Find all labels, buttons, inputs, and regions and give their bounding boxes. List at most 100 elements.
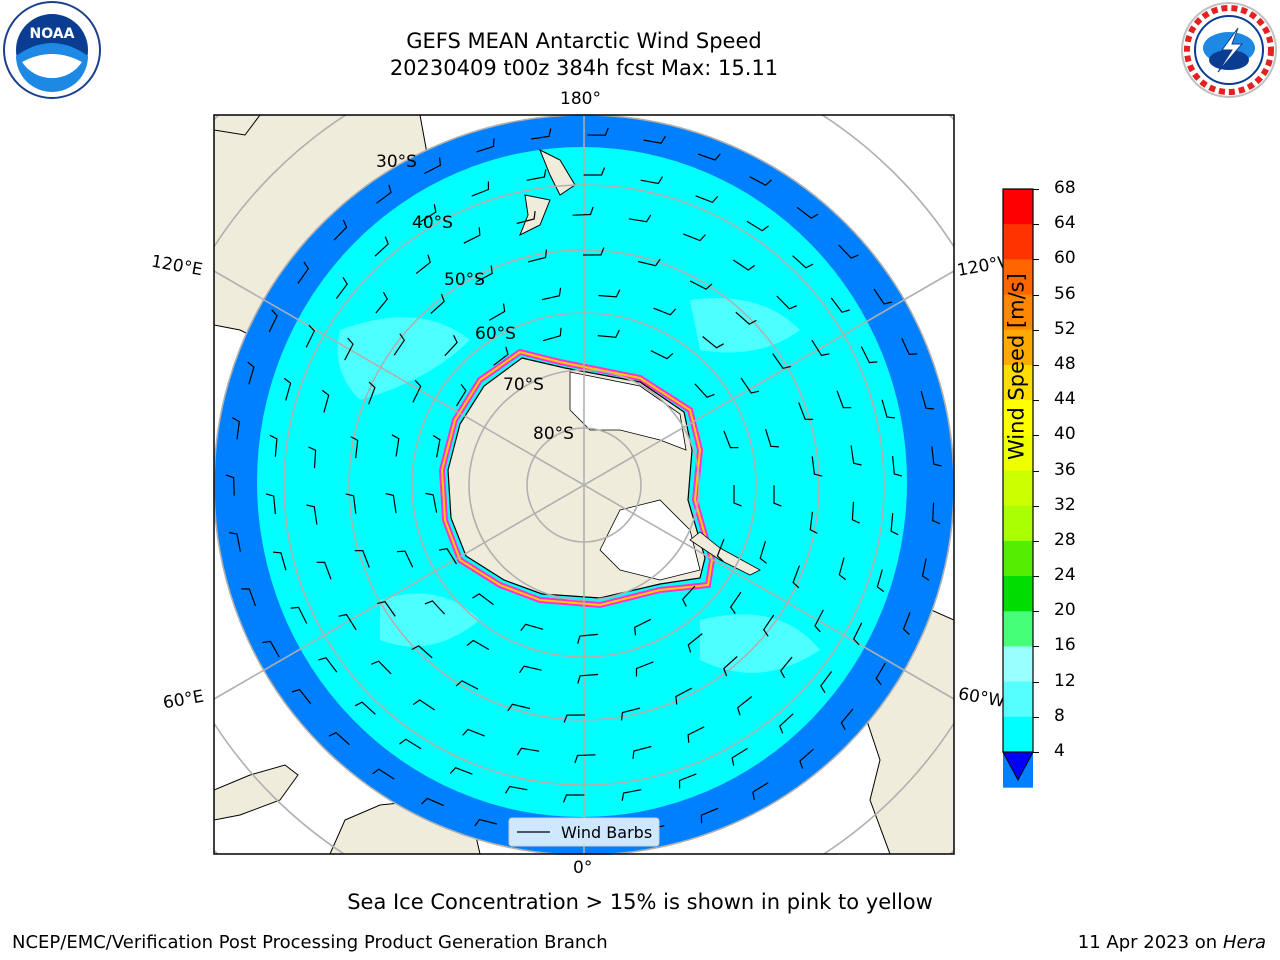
noaa-logo: NOAA xyxy=(3,1,101,99)
wind-barb xyxy=(455,680,479,690)
wind-barb xyxy=(792,565,800,589)
wind-barb xyxy=(290,606,308,624)
wind-barb xyxy=(881,399,896,419)
wind-barb xyxy=(689,280,713,290)
wind-barb xyxy=(776,295,798,310)
colorbar-tick-mark xyxy=(1033,681,1039,683)
wind-barb xyxy=(628,214,652,223)
colorbar-band xyxy=(1003,224,1033,260)
colorbar-tick-label: 32 xyxy=(1054,494,1076,515)
weddell-ice-shelf xyxy=(599,499,701,581)
colorbar-tick-label: 52 xyxy=(1054,318,1076,339)
colorbar-band xyxy=(1003,646,1033,683)
colorbar-tick-mark xyxy=(1033,400,1039,402)
colorbar-band xyxy=(1003,435,1033,471)
colorbar-tick-mark xyxy=(1033,470,1039,472)
wind-barb xyxy=(526,169,547,181)
colorbar-band xyxy=(1003,505,1033,542)
wind-barb xyxy=(901,337,918,356)
wind-barb xyxy=(449,766,473,775)
wind-barb xyxy=(873,288,893,305)
wind-barb xyxy=(838,557,847,581)
wind-barb xyxy=(466,639,490,651)
wind-barb xyxy=(820,671,833,694)
colorbar-tick-label: 24 xyxy=(1054,565,1076,586)
chart-title-line2: 20230409 t00z 384h fcst Max: 15.11 xyxy=(389,56,779,80)
lat-label-80s: 80°S xyxy=(533,424,574,444)
colorbar-band xyxy=(1003,400,1033,436)
wind-barb xyxy=(476,138,495,153)
wind-barb xyxy=(762,614,775,637)
wind-barb xyxy=(516,747,540,756)
wind-barb xyxy=(695,195,719,204)
noaa-logo-text: NOAA xyxy=(30,26,75,42)
wind-barb xyxy=(350,436,359,459)
colorbar-tick-label: 48 xyxy=(1054,353,1076,374)
wind-barb xyxy=(700,807,719,824)
colorbar-tick-label: 36 xyxy=(1054,459,1076,480)
wind-barb xyxy=(681,585,696,607)
wind-barb xyxy=(723,430,739,449)
colorbar-tick-label: 44 xyxy=(1054,389,1076,410)
wind-barb xyxy=(582,247,605,256)
colorbar-band xyxy=(1003,681,1033,718)
colorbar-tick-mark xyxy=(1033,540,1039,542)
wind-barb xyxy=(687,726,705,743)
wind-barb xyxy=(635,661,654,677)
wind-barb xyxy=(562,794,585,803)
colorbar-band xyxy=(1003,540,1033,577)
footer-host: Hera xyxy=(1222,932,1266,953)
wind-barb xyxy=(471,181,489,197)
colorbar-tick-label: 4 xyxy=(1054,741,1065,761)
wind-barb xyxy=(852,622,863,646)
wind-barb xyxy=(577,673,599,684)
wind-barb xyxy=(765,428,779,448)
wind-barb xyxy=(643,135,666,144)
wind-barb xyxy=(338,613,357,631)
wind-barb xyxy=(809,511,818,534)
wind-barb xyxy=(731,747,748,766)
wind-barb xyxy=(424,600,446,615)
wind-barb xyxy=(321,389,330,413)
wind-barb xyxy=(377,601,396,617)
wind-barb xyxy=(587,127,609,136)
wind-barb xyxy=(374,236,389,257)
wind-barb xyxy=(333,219,348,241)
wind-barb xyxy=(675,687,692,705)
lat-label-50s: 50°S xyxy=(444,270,485,290)
wind-barb xyxy=(851,501,860,524)
top-left-land xyxy=(214,115,261,136)
wind-barb xyxy=(840,708,854,731)
wind-barb xyxy=(798,402,814,420)
wind-barb xyxy=(228,532,241,552)
wind-barb xyxy=(892,455,903,477)
wind-barb xyxy=(444,335,458,357)
lon-label-60e: 60°E xyxy=(161,686,206,714)
wind-barb xyxy=(574,754,596,764)
wind-barb xyxy=(265,493,276,515)
wind-barb xyxy=(597,329,620,338)
wind-barb xyxy=(836,390,852,409)
wind-barb xyxy=(385,493,397,514)
wind-barb xyxy=(931,446,942,467)
wind-barb xyxy=(269,434,278,457)
wind-barb xyxy=(694,383,715,398)
wind-barb xyxy=(735,311,757,325)
colorbar-band xyxy=(1003,294,1033,331)
wind-barb xyxy=(520,623,544,632)
wind-barb xyxy=(393,333,406,356)
ocean-high-wind-patch xyxy=(337,298,820,673)
colorbar-tick-label: 68 xyxy=(1054,178,1076,198)
wind-barb xyxy=(432,434,441,458)
colorbar-band xyxy=(1003,576,1033,612)
wind-barb xyxy=(796,206,819,219)
wind-barb xyxy=(504,785,528,794)
caption: Sea Ice Concentration > 15% is shown in … xyxy=(347,890,933,914)
wind-barb xyxy=(318,657,338,673)
wind-barb xyxy=(531,128,552,140)
wind-barb xyxy=(640,176,664,185)
wind-barb xyxy=(412,699,436,711)
colorbar-tick-mark xyxy=(1033,435,1039,437)
wind-barb xyxy=(697,153,721,161)
wind-barb xyxy=(733,485,742,507)
